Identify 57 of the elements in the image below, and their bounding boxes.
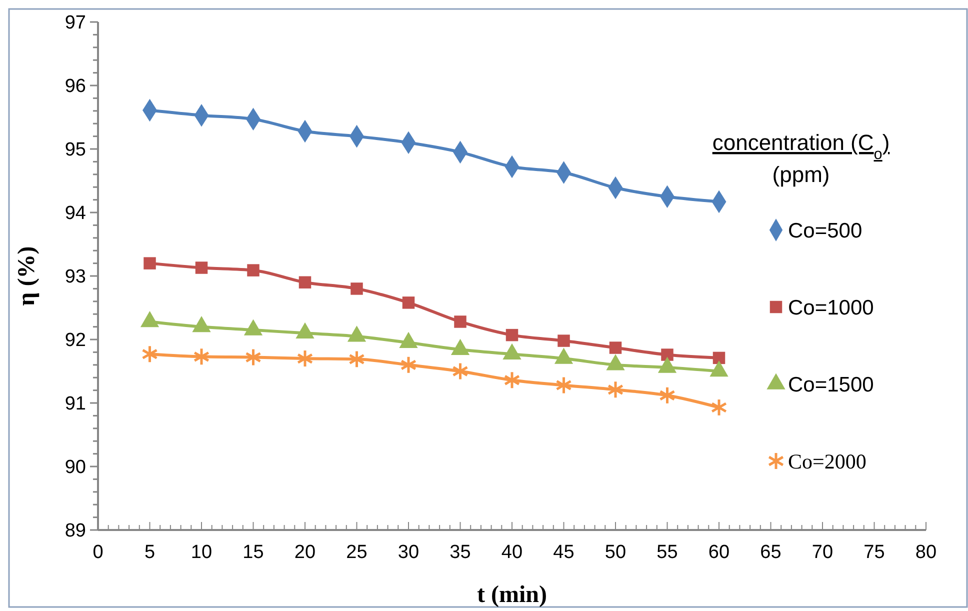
x-tick-label: 20 — [294, 542, 316, 563]
legend-label: Co=1000 — [788, 296, 874, 320]
y-tick-label: 96 — [64, 76, 86, 98]
point — [609, 342, 622, 354]
x-axis-title: t (min) — [477, 582, 547, 608]
x-tick-label: 65 — [760, 542, 782, 563]
point — [659, 386, 676, 405]
x-tick-label: 75 — [864, 542, 885, 563]
x-tick-label: 55 — [656, 542, 678, 563]
point — [452, 362, 468, 380]
point — [506, 328, 518, 342]
y-tick-label: 90 — [64, 457, 86, 478]
point — [454, 316, 466, 328]
point — [296, 349, 314, 368]
y-tick-label: 93 — [64, 266, 86, 288]
point — [348, 350, 365, 368]
point — [142, 344, 158, 364]
x-tick-label: 15 — [242, 542, 264, 563]
x-tick-label: 45 — [553, 542, 574, 563]
point — [558, 334, 570, 347]
point — [245, 348, 262, 367]
point — [195, 262, 208, 274]
y-tick-label: 95 — [64, 140, 86, 161]
point — [193, 347, 210, 366]
point — [607, 380, 624, 399]
point — [504, 370, 520, 390]
x-tick-label: 10 — [190, 542, 212, 563]
point — [556, 376, 572, 394]
point — [712, 352, 726, 364]
x-tick-label: 50 — [604, 542, 626, 563]
y-axis-title: η (%) — [14, 246, 40, 306]
x-tick-label: 40 — [501, 542, 523, 563]
legend-label: Co=1500 — [788, 373, 874, 396]
x-tick-label: 35 — [450, 542, 471, 563]
point — [298, 276, 312, 288]
point — [350, 282, 363, 295]
y-tick-label: 94 — [64, 203, 86, 224]
legend-label: Co=500 — [788, 219, 862, 242]
x-tick-label: 5 — [144, 542, 156, 563]
point — [144, 257, 156, 270]
point — [400, 356, 417, 374]
legend-label: Co=2000 — [788, 449, 866, 474]
x-tick-label: 0 — [92, 542, 104, 563]
y-tick-label: 89 — [64, 520, 86, 542]
x-tick-label: 80 — [915, 542, 937, 563]
point — [661, 348, 674, 361]
point — [247, 264, 260, 276]
x-tick-label: 25 — [346, 542, 368, 563]
y-tick-label: 91 — [64, 394, 86, 415]
point — [402, 296, 415, 309]
y-tick-label: 97 — [64, 12, 86, 34]
point — [710, 398, 728, 417]
x-tick-label: 30 — [398, 542, 420, 563]
text: concentration (C$_{o}$) (ppm) — [712, 130, 890, 187]
y-tick-label: 92 — [64, 330, 86, 352]
x-tick-label: 60 — [708, 542, 730, 563]
x-tick-label: 70 — [812, 542, 834, 563]
